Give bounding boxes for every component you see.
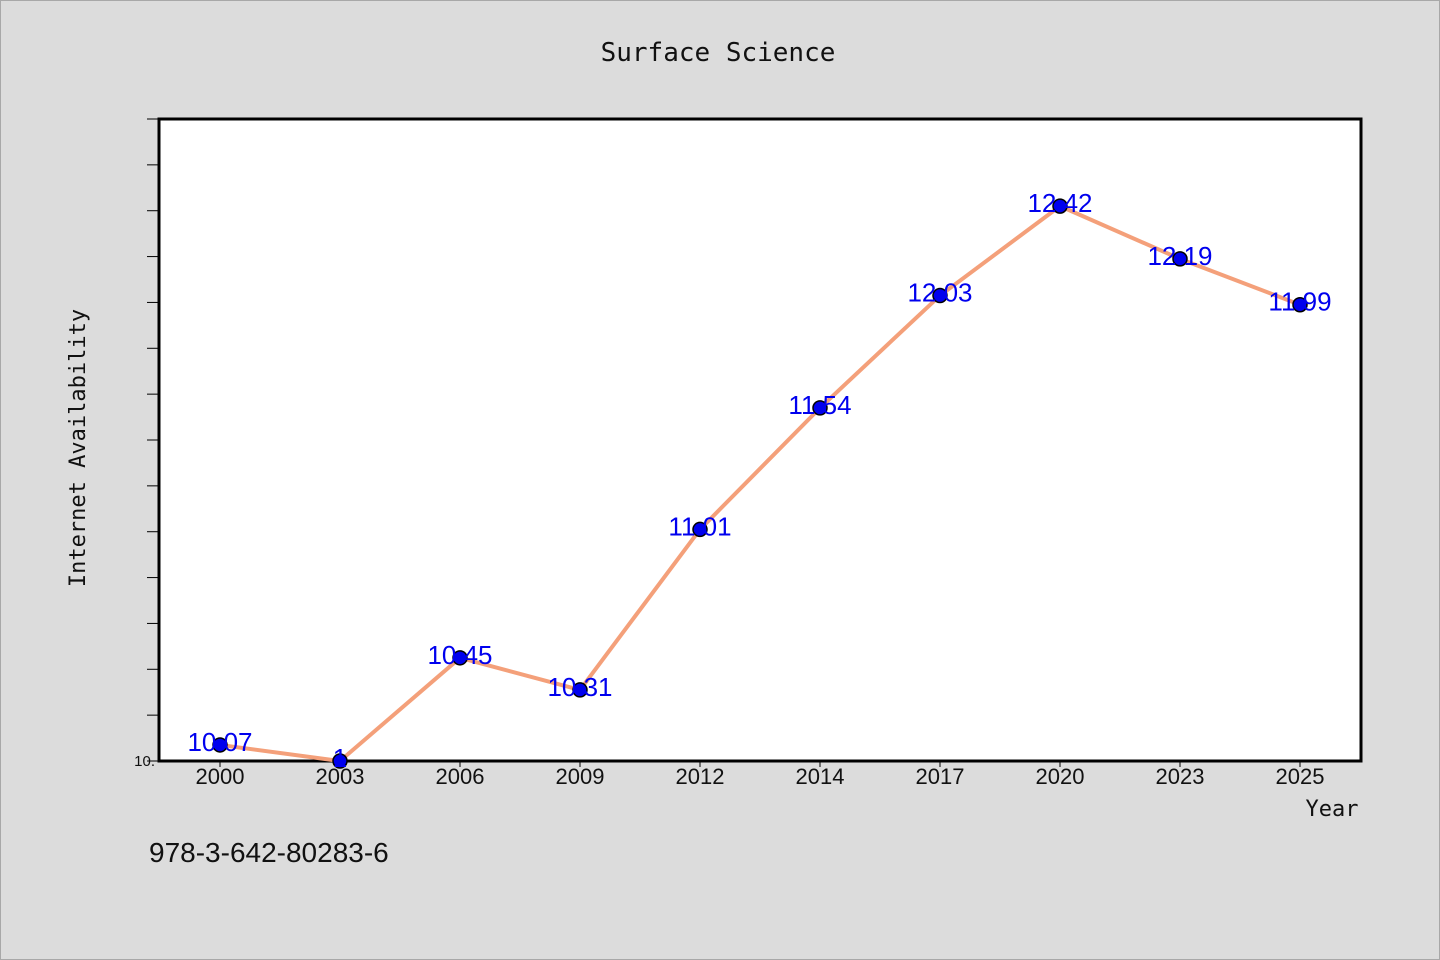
y-axis-ticks: 10. [134,118,159,770]
x-tick-label: 2023 [1156,764,1205,789]
data-label: 12.19 [1147,241,1212,271]
data-point [452,650,468,666]
data-point [812,400,828,416]
data-label: 1 [333,743,347,773]
isbn-footer: 978-3-642-80283-6 [149,837,389,868]
data-label: 11.54 [788,390,851,420]
data-label: 12.03 [907,278,972,308]
series-markers [212,198,1308,769]
data-label: 10.45 [427,640,492,670]
x-tick-label: 2025 [1276,764,1325,789]
x-axis-label: Year [1306,797,1359,822]
data-label: 12.42 [1027,188,1092,218]
data-label: 10.07 [187,727,252,757]
data-labels: 10.07 1 10.45 10.31 11.01 11.54 12.03 12.42 12.1… [187,188,1331,773]
data-point [332,753,348,769]
data-point [1292,296,1308,313]
x-tick-label: 2014 [796,764,845,789]
series-line-group [219,204,1301,763]
data-label: 11.99 [1268,287,1331,317]
x-tick-label: 2012 [676,764,725,789]
x-tick-label: 2006 [436,764,485,789]
chart-title: Surface Science [601,38,836,68]
data-point [572,682,588,698]
data-point [212,737,228,753]
x-tick-label: 2020 [1036,764,1085,789]
data-point [1052,198,1068,214]
x-tick-label: 2017 [916,764,965,789]
x-tick-label: 2009 [556,764,605,789]
y-axis-label: Internet Availability [66,309,91,587]
y-tick-label: 10. [134,753,155,770]
data-label: 11.01 [668,511,731,541]
data-point [932,287,948,304]
x-axis-ticks: 2000 2003 2006 2009 2012 2014 2017 2020 2023 2025 [196,761,1325,789]
series-line [219,204,1301,763]
data-label: 10.31 [547,672,612,702]
plot-area [157,117,1363,763]
x-tick-label: 2000 [196,764,245,789]
data-point [1172,251,1188,267]
data-point [692,521,708,538]
